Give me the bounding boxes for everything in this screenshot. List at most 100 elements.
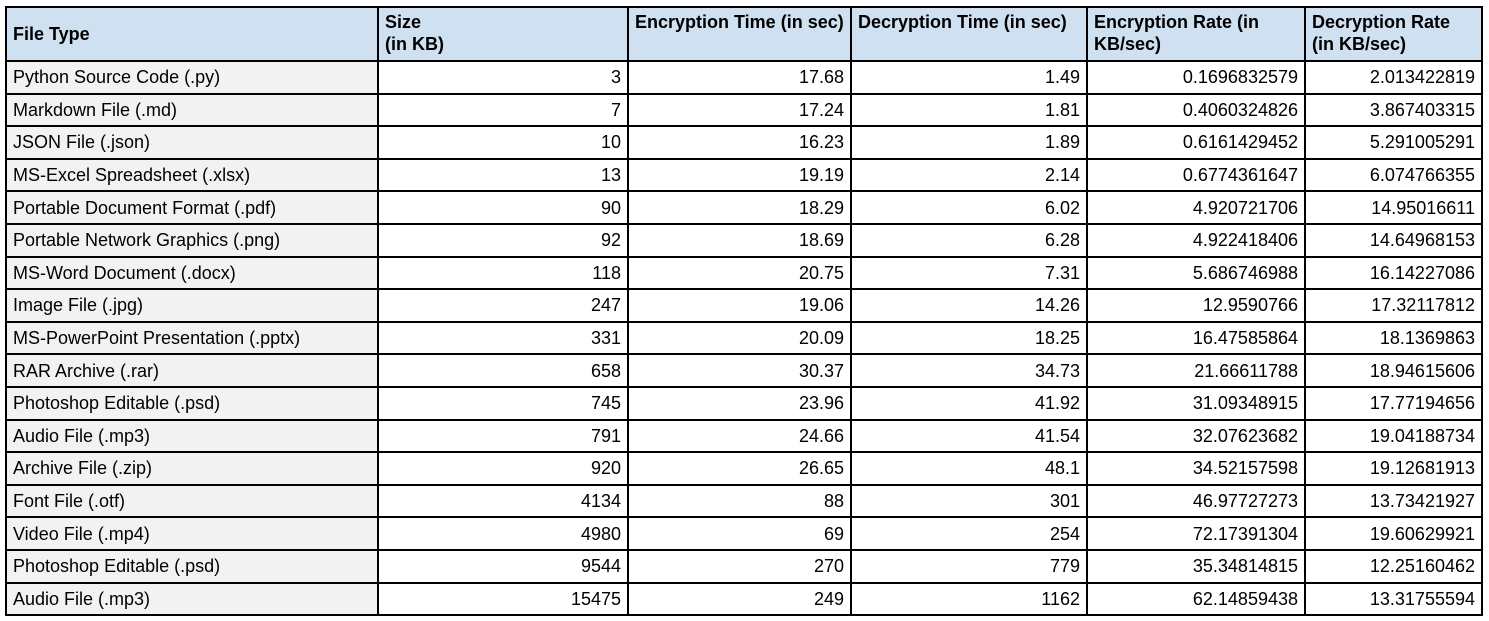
decryption-rate-cell: 19.04188734 — [1304, 418, 1483, 454]
file-type-cell: Portable Network Graphics (.png) — [5, 222, 379, 258]
decryption-time-cell: 254 — [850, 516, 1088, 551]
decryption-time-cell: 6.28 — [850, 222, 1088, 258]
table-row: Audio File (.mp3) 15475 249 1162 62.14859438… — [5, 581, 1483, 617]
decryption-rate-cell: 12.25160462 — [1304, 548, 1483, 584]
data-table: File Type Size (in KB) Encryption Time (in … — [5, 6, 1483, 617]
file-type-cell: Photoshop Editable (.psd) — [5, 385, 379, 421]
size-cell: 118 — [377, 255, 629, 291]
size-cell: 13 — [377, 157, 629, 193]
encryption-time-cell: 17.24 — [627, 92, 852, 128]
encryption-rate-cell: 35.34814815 — [1086, 548, 1306, 584]
decryption-rate-cell: 14.64968153 — [1304, 222, 1483, 258]
size-cell: 3 — [377, 60, 629, 95]
table-row: MS-Word Document (.docx) 118 20.75 7.31 5.68… — [5, 255, 1483, 291]
decryption-time-cell: 2.14 — [850, 157, 1088, 193]
encryption-time-cell: 23.96 — [627, 385, 852, 421]
file-type-cell: Audio File (.mp3) — [5, 418, 379, 454]
decryption-rate-cell: 5.291005291 — [1304, 125, 1483, 160]
table-row: JSON File (.json) 10 16.23 1.89 0.6161429452… — [5, 125, 1483, 160]
table-row: MS-Excel Spreadsheet (.xlsx) 13 19.19 2.14 0… — [5, 157, 1483, 193]
encryption-rate-cell: 0.6161429452 — [1086, 125, 1306, 160]
encryption-time-cell: 18.69 — [627, 222, 852, 258]
table-row: Video File (.mp4) 4980 69 254 72.17391304 19.… — [5, 516, 1483, 551]
file-type-cell: RAR Archive (.rar) — [5, 353, 379, 388]
size-cell: 15475 — [377, 581, 629, 617]
table-row: Archive File (.zip) 920 26.65 48.1 34.521575… — [5, 451, 1483, 486]
decryption-rate-cell: 6.074766355 — [1304, 157, 1483, 193]
file-type-cell: MS-Excel Spreadsheet (.xlsx) — [5, 157, 379, 193]
file-type-cell: Portable Document Format (.pdf) — [5, 190, 379, 225]
encryption-time-cell: 69 — [627, 516, 852, 551]
table-row: RAR Archive (.rar) 658 30.37 34.73 21.666117… — [5, 353, 1483, 388]
table-row: Photoshop Editable (.psd) 9544 270 779 35.34… — [5, 548, 1483, 584]
decryption-time-cell: 1.89 — [850, 125, 1088, 160]
decryption-time-cell: 41.92 — [850, 385, 1088, 421]
size-cell: 331 — [377, 320, 629, 356]
file-type-cell: Markdown File (.md) — [5, 92, 379, 128]
encryption-time-cell: 19.06 — [627, 288, 852, 323]
encryption-rate-cell: 0.1696832579 — [1086, 60, 1306, 95]
decryption-time-cell: 301 — [850, 483, 1088, 519]
encryption-time-cell: 249 — [627, 581, 852, 617]
file-type-cell: JSON File (.json) — [5, 125, 379, 160]
table-row: Python Source Code (.py) 3 17.68 1.49 0.1696… — [5, 60, 1483, 95]
table-body: Python Source Code (.py) 3 17.68 1.49 0.1696… — [5, 60, 1483, 617]
decryption-rate-cell: 13.73421927 — [1304, 483, 1483, 519]
table-row: Portable Document Format (.pdf) 90 18.29 6.… — [5, 190, 1483, 225]
size-cell: 10 — [377, 125, 629, 160]
decryption-rate-cell: 16.14227086 — [1304, 255, 1483, 291]
encryption-rate-cell: 32.07623682 — [1086, 418, 1306, 454]
file-type-cell: Audio File (.mp3) — [5, 581, 379, 617]
size-cell: 4980 — [377, 516, 629, 551]
table-row: Portable Network Graphics (.png) 92 18.69 6… — [5, 222, 1483, 258]
decryption-time-cell: 7.31 — [850, 255, 1088, 291]
size-cell: 658 — [377, 353, 629, 388]
decryption-time-cell: 14.26 — [850, 288, 1088, 323]
size-cell: 7 — [377, 92, 629, 128]
decryption-rate-cell: 3.867403315 — [1304, 92, 1483, 128]
encryption-time-cell: 30.37 — [627, 353, 852, 388]
size-cell: 92 — [377, 222, 629, 258]
decryption-rate-header: Decryption Rate (in KB/sec) — [1304, 6, 1483, 62]
decryption-time-cell: 6.02 — [850, 190, 1088, 225]
encryption-time-cell: 20.09 — [627, 320, 852, 356]
encryption-time-cell: 16.23 — [627, 125, 852, 160]
encryption-time-cell: 24.66 — [627, 418, 852, 454]
header-row: File Type Size (in KB) Encryption Time (in … — [5, 6, 1483, 62]
encryption-time-cell: 270 — [627, 548, 852, 584]
encryption-rate-cell: 31.09348915 — [1086, 385, 1306, 421]
file-type-cell: Video File (.mp4) — [5, 516, 379, 551]
decryption-rate-cell: 19.60629921 — [1304, 516, 1483, 551]
encryption-rate-cell: 4.922418406 — [1086, 222, 1306, 258]
decryption-time-header: Decryption Time (in sec) — [850, 6, 1088, 62]
table-row: Font File (.otf) 4134 88 301 46.97727273 13.7… — [5, 483, 1483, 519]
decryption-rate-cell: 13.31755594 — [1304, 581, 1483, 617]
encryption-rate-cell: 34.52157598 — [1086, 451, 1306, 486]
decryption-time-cell: 41.54 — [850, 418, 1088, 454]
decryption-rate-cell: 14.95016611 — [1304, 190, 1483, 225]
encryption-rate-header: Encryption Rate (in KB/sec) — [1086, 6, 1306, 62]
file-type-cell: Archive File (.zip) — [5, 451, 379, 486]
file-type-cell: MS-PowerPoint Presentation (.pptx) — [5, 320, 379, 356]
file-type-header: File Type — [5, 6, 379, 62]
table-row: Markdown File (.md) 7 17.24 1.81 0.406032482… — [5, 92, 1483, 128]
encryption-time-cell: 88 — [627, 483, 852, 519]
encryption-rate-cell: 62.14859438 — [1086, 581, 1306, 617]
encryption-time-cell: 19.19 — [627, 157, 852, 193]
decryption-rate-cell: 18.1369863 — [1304, 320, 1483, 356]
file-type-cell: Python Source Code (.py) — [5, 60, 379, 95]
table-row: Image File (.jpg) 247 19.06 14.26 12.9590766… — [5, 288, 1483, 323]
encryption-rate-cell: 21.66611788 — [1086, 353, 1306, 388]
size-cell: 9544 — [377, 548, 629, 584]
size-header: Size (in KB) — [377, 6, 629, 62]
table-header: File Type Size (in KB) Encryption Time (in … — [5, 6, 1483, 62]
encryption-time-cell: 17.68 — [627, 60, 852, 95]
encryption-rate-cell: 5.686746988 — [1086, 255, 1306, 291]
decryption-time-cell: 1.49 — [850, 60, 1088, 95]
encryption-time-cell: 20.75 — [627, 255, 852, 291]
encryption-rate-cell: 16.47585864 — [1086, 320, 1306, 356]
encryption-rate-cell: 0.6774361647 — [1086, 157, 1306, 193]
size-cell: 791 — [377, 418, 629, 454]
decryption-time-cell: 18.25 — [850, 320, 1088, 356]
size-cell: 745 — [377, 385, 629, 421]
